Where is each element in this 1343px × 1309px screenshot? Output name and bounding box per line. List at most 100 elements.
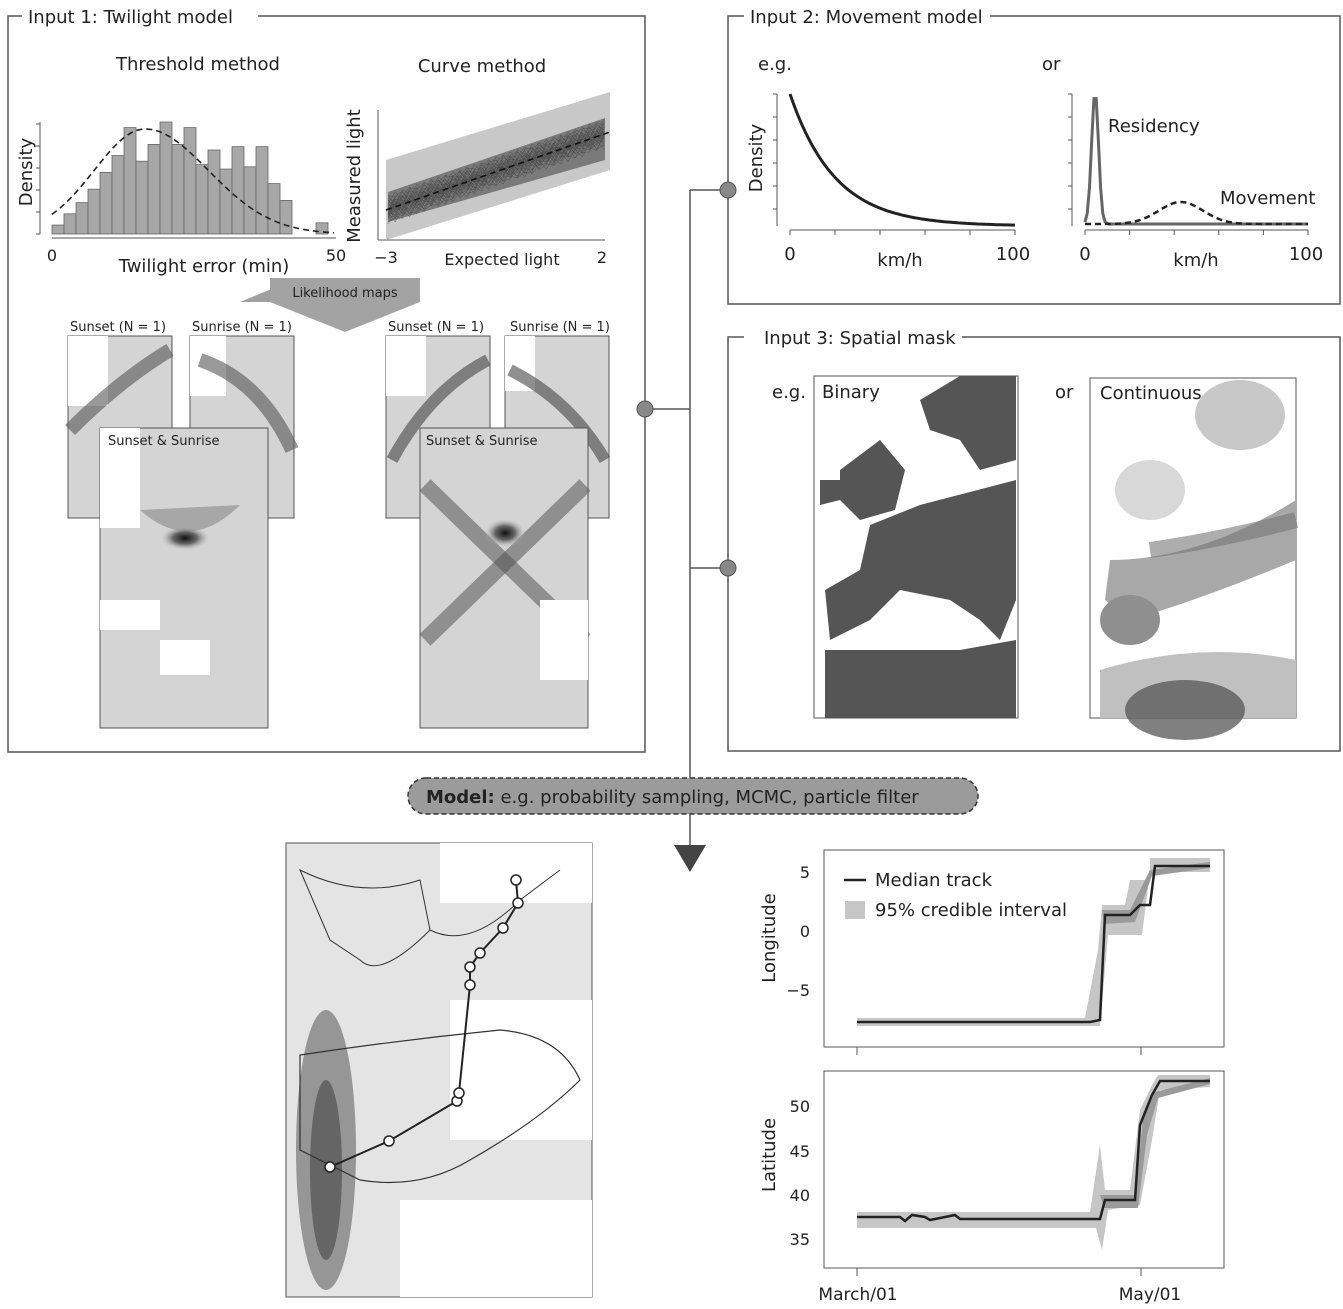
input2-or: or [1042,54,1061,75]
latitude-chart [823,1070,1225,1269]
mix-xtick-100: 100 [1289,244,1323,265]
model-pill: Model: e.g. probability sampling, MCMC, … [407,777,979,815]
output-map [285,842,593,1298]
curve-sample-line [387,133,605,223]
longitude-chart [823,849,1225,1048]
curve-sample-line [387,134,605,219]
likelihood-label: Likelihood maps [292,286,398,301]
threshold-title: Threshold method [115,54,280,75]
track-point [324,1161,336,1173]
track-point [464,961,476,973]
svg-text:Model: e.g. probability sampli: Model: e.g. probability sampling, MCMC, … [426,787,919,808]
threshold-ylabel: Density [16,137,37,206]
track-point [512,897,524,909]
histogram-bar [315,222,329,235]
curve-sample-line [387,125,605,211]
histogram-bar [99,171,113,235]
input1-panel: Input 1: Twilight model Threshold method… [7,7,646,753]
movement-exponential-chart [773,93,1016,235]
curve-sunset-label: Sunset (N = 1) [388,320,484,335]
lat-tick-50: 50 [790,1097,810,1116]
input3-title: Input 3: Spatial mask [764,328,956,349]
movement-label: Movement [1220,188,1315,209]
curve-sample-line [387,122,605,211]
histogram-bar [171,143,185,235]
curve-ylabel: Measured light [344,109,365,243]
mix-xtick-0: 0 [1079,244,1090,265]
histogram-bar [207,149,221,235]
xtick-may: May/01 [1119,1285,1182,1305]
histogram-bar [111,155,125,235]
threshold-sunrise-label: Sunrise (N = 1) [192,320,292,335]
histogram-bar [63,213,77,235]
residency-label: Residency [1108,116,1200,137]
histogram-bar [135,160,149,235]
threshold-xtick-50: 50 [326,246,346,265]
xtick-march: March/01 [818,1285,897,1305]
histogram-bar [243,166,257,235]
exp-xlabel: km/h [877,250,922,271]
input2-panel: Input 2: Movement model e.g. or Density … [727,7,1341,305]
threshold-histogram [36,121,336,239]
lon-tick-0: 0 [800,922,810,941]
latitude-ylabel: Latitude [759,1118,780,1192]
curve-scatter [377,92,611,241]
curve-sample-line [387,127,605,212]
legend-ci-label: 95% credible interval [875,900,1067,921]
connector-lines [636,181,737,872]
exp-xtick-0: 0 [784,244,795,265]
curve-xtick-min: −3 [374,248,398,267]
curve-sunrise-label: Sunrise (N = 1) [510,320,610,335]
curve-xlabel: Expected light [444,250,559,269]
binary-label: Binary [822,382,880,403]
input2-title: Input 2: Movement model [750,7,983,28]
curve-sample-line [387,123,605,211]
track-point [453,1087,465,1099]
curve-combined-label: Sunset & Sunrise [426,434,537,449]
histogram-bar [195,164,209,235]
track-point [497,922,509,934]
track-point [383,1135,395,1147]
curve-sample-line [387,130,605,217]
histogram-bar [219,168,233,235]
movement-mixture-chart [1068,93,1309,235]
input3-eg: e.g. [772,382,806,403]
input3-or: or [1055,382,1074,403]
track-point [474,947,486,959]
curve-xtick-max: 2 [597,248,607,267]
likelihood-arrow-shape [270,278,420,332]
input3-panel: Input 3: Spatial mask e.g. or Binary Con… [727,328,1341,752]
input2-ylabel: Density [746,123,767,192]
legend-median-label: Median track [875,870,993,891]
lon-tick-minus5: −5 [786,981,810,1000]
track-point [464,979,476,991]
histogram-bar [51,224,65,235]
threshold-sunset-label: Sunset (N = 1) [70,320,166,335]
model-bold: Model: [426,787,495,808]
curve-sample-line [387,130,605,216]
mix-xlabel: km/h [1173,250,1218,271]
curve-combined-map [419,427,591,729]
exp-xtick-100: 100 [996,244,1030,265]
histogram-bar [87,188,101,235]
threshold-combined-map [99,427,269,729]
lon-tick-5: 5 [800,863,810,882]
threshold-xlabel: Twilight error (min) [118,256,290,277]
histogram-bar [231,146,245,235]
threshold-combined-label: Sunset & Sunrise [108,434,219,449]
histogram-bar [279,199,293,235]
histogram-bar [255,146,269,235]
continuous-mask-map [1089,377,1299,740]
threshold-xtick-0: 0 [47,246,57,265]
curve-sample-line [387,124,605,211]
lat-tick-40: 40 [790,1186,810,1205]
lat-tick-45: 45 [790,1142,810,1161]
down-arrow-icon [674,845,706,872]
histogram-bar [147,143,161,235]
track-point [510,874,522,886]
model-text: e.g. probability sampling, MCMC, particl… [495,787,920,808]
histogram-bar [123,127,137,235]
legend-ci-swatch [845,901,865,919]
histogram-bar [159,121,173,235]
curve-title: Curve method [418,56,546,77]
